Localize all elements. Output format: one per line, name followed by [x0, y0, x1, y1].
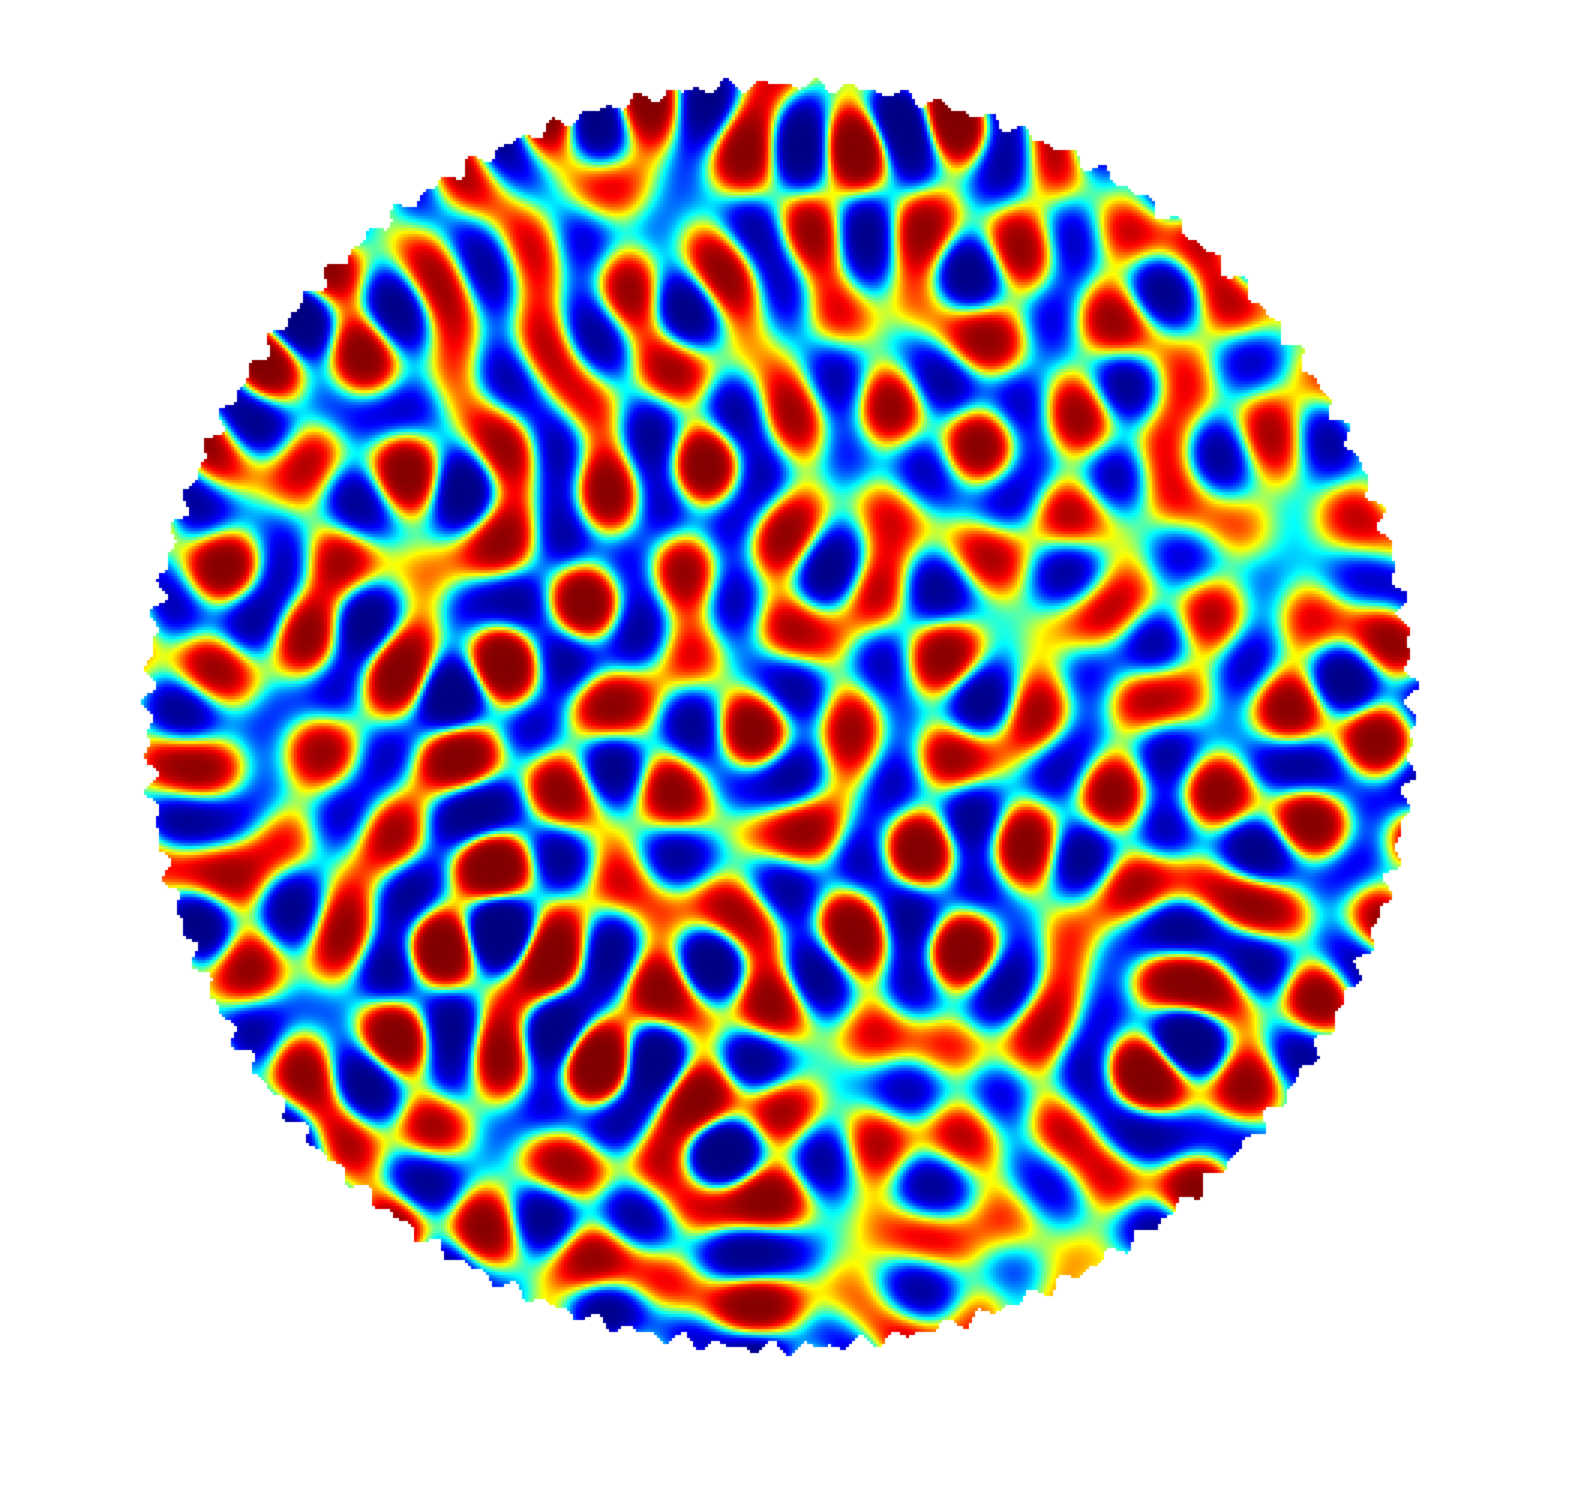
disk-colormap-field [0, 0, 1585, 1502]
